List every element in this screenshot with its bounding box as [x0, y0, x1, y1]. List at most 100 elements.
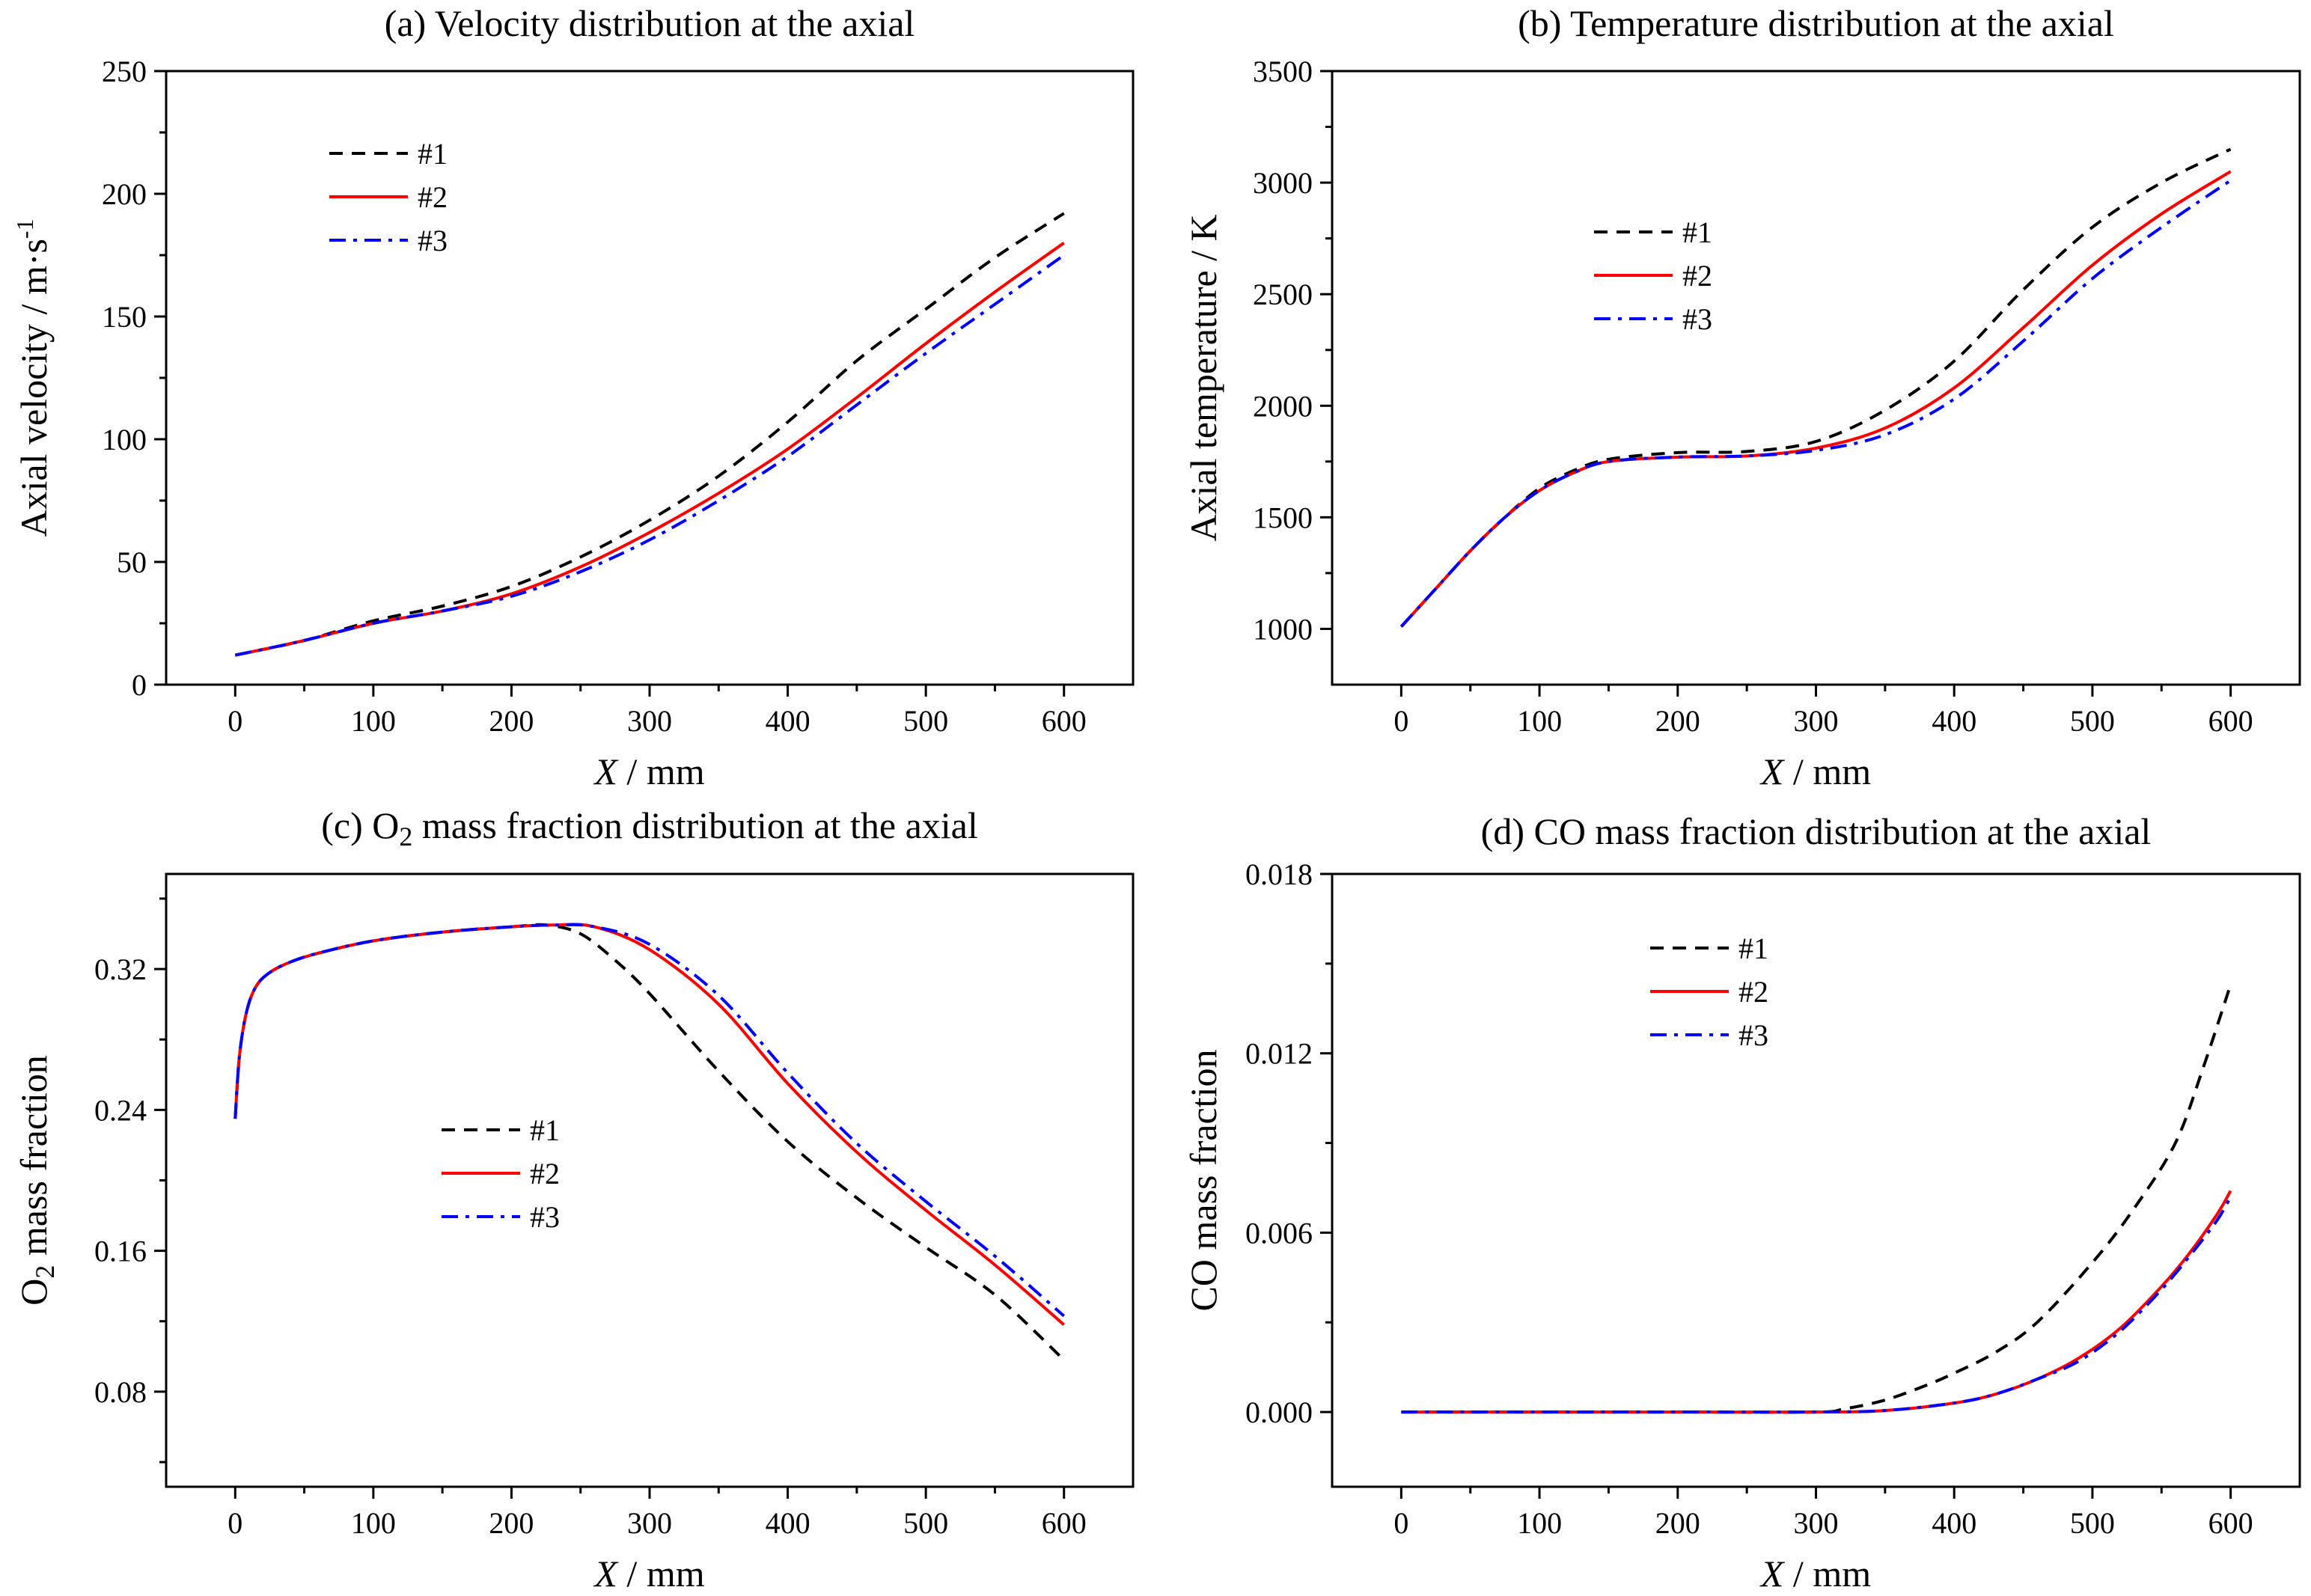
y-tick-label: 0	[132, 668, 147, 702]
legend-label-1: #1	[1738, 932, 1768, 965]
y-axis-label-subscript: 2	[30, 1265, 60, 1279]
x-tick-label: 300	[627, 1506, 672, 1540]
x-tick-label: 200	[1655, 1506, 1700, 1540]
y-tick-label: 200	[102, 177, 147, 211]
x-tick-label: 600	[2208, 1506, 2253, 1540]
x-axis-label: X / mm	[1759, 750, 1871, 792]
legend-label-1: #1	[418, 137, 448, 171]
legend: #1 #2 #3	[1650, 932, 1768, 1052]
x-axis-label-unit: / mm	[617, 1553, 705, 1595]
x-tick-label: 200	[1655, 704, 1700, 738]
y-axis-label: O2 mass fraction	[13, 1055, 60, 1306]
y-axis-label: Axial velocity / m·s-1	[11, 218, 55, 536]
y-tick-label: 0.24	[94, 1093, 147, 1127]
series-line-2	[1399, 170, 2232, 628]
plot-frame	[165, 872, 1135, 1488]
legend-label-2: #2	[530, 1157, 560, 1190]
x-tick-label: 300	[1794, 704, 1839, 738]
x-tick-label: 500	[903, 704, 948, 738]
x-axis-label: X / mm	[593, 1553, 704, 1595]
x-tick-label: 200	[489, 704, 534, 738]
y-axis-label-text: CO mass fraction	[1182, 1050, 1224, 1312]
series-line-3	[1401, 1196, 2232, 1414]
x-tick-label: 500	[903, 1506, 948, 1540]
x-tick-label: 100	[351, 1506, 396, 1540]
series-line-1	[1401, 984, 2232, 1414]
legend-label-2: #2	[1682, 259, 1712, 293]
x-axis-label: X / mm	[593, 750, 704, 792]
x-axis-label-var: X	[593, 750, 619, 792]
series-line-3	[1399, 179, 2232, 628]
legend-label-1: #1	[1682, 215, 1712, 249]
legend-label-3: #3	[530, 1200, 560, 1234]
chart-title-subscript: 2	[399, 822, 412, 851]
y-tick-label: 0.08	[94, 1375, 147, 1409]
x-tick-label: 0	[228, 704, 242, 738]
series-line-2	[233, 923, 1066, 1327]
y-tick-label: 1500	[1253, 501, 1313, 534]
plot-frame	[1331, 70, 2301, 686]
x-tick-label: 400	[1932, 704, 1976, 738]
y-axis-label-superscript: -1	[11, 218, 38, 239]
legend-label-3: #3	[418, 224, 448, 257]
y-axis-label-text: mass fraction	[13, 1055, 55, 1265]
x-tick-label: 300	[627, 704, 672, 738]
y-axis-label-text: Axial velocity / m·s	[13, 239, 55, 537]
y-tick-label: 50	[117, 545, 147, 579]
legend: #1 #2 #3	[442, 1113, 560, 1234]
x-tick-label: 200	[489, 1506, 534, 1540]
x-tick-label: 500	[2070, 704, 2115, 738]
legend: #1 #2 #3	[329, 137, 448, 257]
x-tick-label: 100	[351, 704, 396, 738]
legend: #1 #2 #3	[1594, 215, 1712, 336]
x-tick-label: 400	[766, 704, 810, 738]
x-tick-label: 100	[1517, 704, 1562, 738]
y-tick-label: 0.012	[1245, 1037, 1313, 1071]
chart-panel-a: (a) Velocity distribution at the axial 0 1…	[11, 2, 1135, 792]
chart-title: (c) O2 mass fraction distribution at the…	[321, 804, 977, 851]
plot-frame	[165, 70, 1135, 686]
chart-panel-b: (b) Temperature distribution at the axia…	[1182, 2, 2301, 792]
x-axis-label-var: X	[1759, 750, 1786, 792]
x-tick-label: 0	[1393, 704, 1408, 738]
chart-title-part: mass fraction distribution at the axial	[412, 804, 977, 846]
series-line-3	[233, 923, 1066, 1318]
x-tick-label: 400	[1932, 1506, 1976, 1540]
chart-title-part: (c) O	[321, 804, 399, 846]
x-tick-label: 500	[2070, 1506, 2115, 1540]
legend-label-2: #2	[418, 180, 448, 214]
legend-label-1: #1	[530, 1113, 560, 1147]
chart-panel-c: (c) O2 mass fraction distribution at the…	[13, 804, 1135, 1595]
chart-title: (b) Temperature distribution at the axia…	[1518, 2, 2114, 44]
x-tick-label: 600	[1042, 704, 1087, 738]
legend-label-3: #3	[1738, 1018, 1768, 1052]
y-tick-label: 0.16	[94, 1235, 147, 1268]
x-axis-label-unit: / mm	[617, 750, 705, 792]
chart-title: (d) CO mass fraction distribution at the…	[1481, 810, 2152, 852]
y-tick-label: 2000	[1253, 389, 1313, 423]
y-tick-label: 0.006	[1245, 1216, 1313, 1250]
x-tick-label: 400	[766, 1506, 810, 1540]
y-tick-label: 3500	[1253, 55, 1313, 88]
y-tick-label: 3000	[1253, 166, 1313, 200]
x-tick-label: 600	[1042, 1506, 1087, 1540]
y-axis-label: CO mass fraction	[1182, 1050, 1224, 1312]
y-tick-label: 0.32	[94, 953, 147, 986]
series-line-2	[234, 241, 1065, 657]
x-axis-label-unit: / mm	[1783, 1553, 1871, 1595]
chart-panel-d: (d) CO mass fraction distribution at the…	[1182, 810, 2301, 1595]
x-axis-label: X / mm	[1759, 1553, 1871, 1595]
y-axis-label: Axial temperature / K	[1182, 214, 1224, 541]
x-axis-label-var: X	[1759, 1553, 1786, 1595]
y-axis-label-text: Axial temperature / K	[1182, 214, 1224, 541]
x-tick-label: 0	[1393, 1506, 1408, 1540]
series-line-1	[233, 923, 1066, 1362]
series-line-2	[1401, 1190, 2232, 1414]
series-line-1	[1399, 147, 2232, 628]
chart-title: (a) Velocity distribution at the axial	[385, 2, 915, 44]
x-axis-label-unit: / mm	[1783, 750, 1871, 792]
x-tick-label: 0	[228, 1506, 242, 1540]
y-tick-label: 250	[102, 55, 147, 88]
y-tick-label: 0.000	[1245, 1395, 1313, 1429]
